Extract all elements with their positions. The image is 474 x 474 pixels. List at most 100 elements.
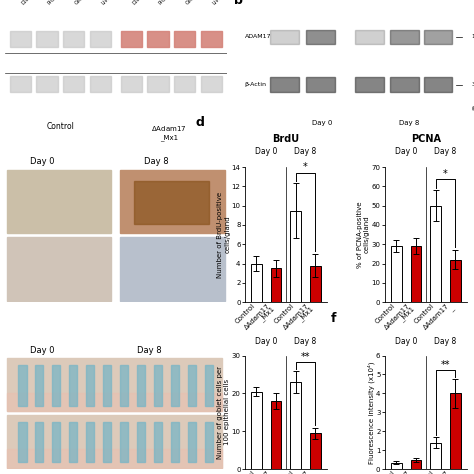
Text: Proximal: Proximal [158, 0, 178, 6]
Bar [390, 29, 419, 45]
Bar [430, 443, 441, 469]
Text: 37: 37 [471, 82, 474, 88]
Text: Day 8: Day 8 [434, 337, 456, 346]
Bar [310, 433, 320, 469]
Bar [188, 365, 196, 406]
Bar [36, 31, 57, 46]
Bar [134, 181, 209, 224]
Bar [290, 382, 301, 469]
Bar [90, 31, 111, 46]
Text: b: b [234, 0, 243, 7]
Bar [121, 31, 142, 46]
Bar [271, 401, 282, 469]
Bar [390, 78, 419, 92]
Bar [201, 76, 222, 92]
Bar [10, 31, 31, 46]
Text: Day 8: Day 8 [399, 120, 419, 126]
Text: β-Actin: β-Actin [245, 82, 267, 88]
Bar [63, 76, 84, 92]
Bar [35, 422, 44, 463]
Text: Day 0: Day 0 [30, 346, 55, 355]
Bar [137, 422, 146, 463]
Text: Liver: Liver [100, 0, 113, 6]
Bar [450, 393, 461, 469]
Y-axis label: Number of goblet cells per
100 epithelial cells: Number of goblet cells per 100 epithelia… [217, 366, 230, 459]
Bar [391, 246, 402, 302]
Bar [306, 78, 335, 92]
Bar [306, 29, 335, 45]
Bar [251, 392, 262, 469]
Bar [391, 463, 402, 469]
Text: Day 8: Day 8 [144, 157, 168, 166]
Text: *: * [443, 169, 448, 179]
Text: Distal: Distal [131, 0, 146, 6]
Bar [355, 29, 383, 45]
Text: f: f [331, 312, 337, 325]
Bar [137, 365, 146, 406]
Text: **: ** [301, 352, 310, 362]
Bar [63, 31, 84, 46]
Bar [7, 415, 222, 468]
Text: Day 0: Day 0 [312, 120, 333, 126]
Bar [86, 365, 94, 406]
Bar [69, 365, 77, 406]
Bar [18, 422, 27, 463]
Bar [86, 422, 94, 463]
Text: Day 0: Day 0 [395, 147, 417, 156]
Bar [103, 365, 111, 406]
Bar [69, 422, 77, 463]
Text: Control: Control [46, 122, 74, 131]
Bar [290, 210, 301, 302]
Text: Liver: Liver [211, 0, 224, 6]
Bar [120, 170, 225, 233]
Bar [270, 78, 299, 92]
Text: Day 0: Day 0 [255, 337, 277, 346]
Bar [410, 246, 421, 302]
Text: Day 8: Day 8 [294, 337, 317, 346]
Bar [205, 422, 213, 463]
Text: ADAM17: ADAM17 [245, 35, 271, 39]
Bar [271, 268, 282, 302]
Bar [52, 365, 61, 406]
Text: Day 0: Day 0 [395, 337, 417, 346]
Title: BrdU: BrdU [272, 134, 300, 144]
Bar [154, 422, 162, 463]
Text: (kDa): (kDa) [471, 106, 474, 111]
Bar [171, 422, 179, 463]
Text: Day 0: Day 0 [255, 147, 277, 156]
Title: PCNA: PCNA [411, 134, 441, 144]
Text: Day 8: Day 8 [434, 147, 456, 156]
Bar [7, 358, 222, 411]
Bar [174, 76, 195, 92]
Bar [310, 265, 320, 302]
Bar [120, 237, 225, 301]
Text: Cecum: Cecum [185, 0, 201, 6]
Bar [430, 206, 441, 302]
Bar [251, 264, 262, 302]
Y-axis label: Number of BrdU-positive
cells/gland: Number of BrdU-positive cells/gland [217, 191, 230, 278]
Text: d: d [195, 116, 204, 129]
Text: *: * [303, 162, 308, 172]
Y-axis label: Fluorescence intensity (x10⁴): Fluorescence intensity (x10⁴) [367, 361, 374, 464]
Text: Cecum: Cecum [73, 0, 90, 6]
Bar [410, 460, 421, 469]
Bar [103, 422, 111, 463]
Bar [18, 365, 27, 406]
Bar [147, 76, 169, 92]
Bar [171, 365, 179, 406]
Bar [7, 392, 222, 411]
Bar [174, 31, 195, 46]
Bar [120, 422, 128, 463]
Bar [270, 29, 299, 45]
Text: Day 8: Day 8 [137, 346, 162, 355]
Bar [205, 365, 213, 406]
Bar [10, 76, 31, 92]
Text: **: ** [441, 360, 450, 370]
Text: Day 0: Day 0 [30, 157, 55, 166]
Bar [147, 31, 169, 46]
Y-axis label: % of PCNA-positive
cells/gland: % of PCNA-positive cells/gland [357, 201, 370, 268]
Bar [355, 78, 383, 92]
Bar [188, 422, 196, 463]
Bar [154, 365, 162, 406]
Bar [7, 237, 111, 301]
